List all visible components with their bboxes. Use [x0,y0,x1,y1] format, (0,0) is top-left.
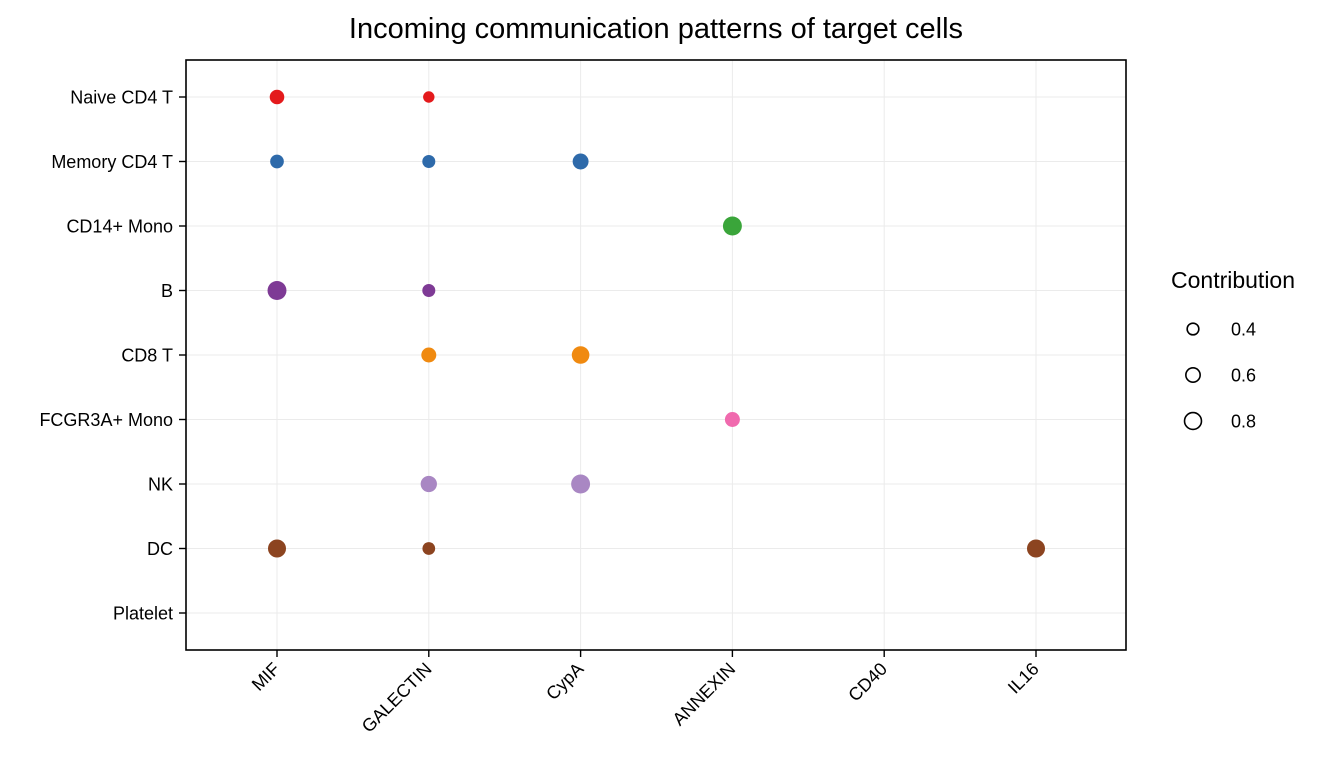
y-tick-label-naive-cd4-t: Naive CD4 T [70,88,173,108]
axis-ticks [179,96,1037,657]
y-tick-label-dc: DC [147,539,173,559]
legend-title: Contribution [1171,267,1295,293]
x-tick-label-galectin: GALECTIN [358,659,436,737]
y-tick-label-b: B [161,281,173,301]
x-tick-labels: MIF GALECTIN CypA ANNEXIN CD40 IL16 [248,659,1043,737]
y-tick-label-cd14-mono: CD14+ Mono [66,217,173,237]
point-cd14-mono-annexin [722,216,742,236]
y-tick-label-fcgr3a-mono: FCGR3A+ Mono [39,410,173,430]
x-tick-label-annexin: ANNEXIN [669,659,740,730]
y-tick-label-platelet: Platelet [113,604,173,624]
point-cd8-t-galectin [421,347,437,363]
point-b-mif [267,281,287,300]
y-tick-label-nk: NK [148,475,173,495]
point-nk-cypa [571,474,591,494]
point-memory-cd4-t-mif [270,154,284,169]
y-tick-label-memory-cd4-t: Memory CD4 T [51,152,173,172]
legend-label-0-8: 0.8 [1231,412,1256,432]
legend-entries: 0.4 0.6 0.8 [1183,320,1256,432]
point-fcgr3a-mono-annexin [724,412,740,427]
legend-key-0-8 [1183,411,1203,431]
point-nk-galectin [420,475,437,493]
y-tick-label-cd8-t: CD8 T [121,346,173,366]
point-cd8-t-cypa [571,346,590,364]
point-memory-cd4-t-galectin [422,155,436,168]
legend-key-0-6 [1185,367,1201,383]
point-dc-mif [267,539,287,558]
point-dc-galectin [422,542,436,555]
x-tick-label-cd40: CD40 [844,659,891,706]
point-naive-cd4-t-galectin [423,91,435,103]
x-tick-label-mif: MIF [248,659,284,695]
grid-lines [186,60,1126,650]
point-b-galectin [422,284,436,297]
legend-label-0-4: 0.4 [1231,320,1256,340]
data-points [267,89,1046,558]
point-naive-cd4-t-mif [269,89,285,105]
legend: Contribution 0.4 0.6 0.8 [1171,267,1295,432]
y-tick-labels: Naive CD4 T Memory CD4 T CD14+ Mono B CD8 T F… [39,88,173,624]
point-dc-il16 [1026,539,1046,558]
point-memory-cd4-t-cypa [572,153,589,170]
chart-title: Incoming communication patterns of targe… [349,13,963,45]
legend-key-0-4 [1186,322,1200,336]
x-tick-label-cypa: CypA [542,659,587,704]
legend-label-0-6: 0.6 [1231,366,1256,386]
x-tick-label-il16: IL16 [1004,659,1043,698]
